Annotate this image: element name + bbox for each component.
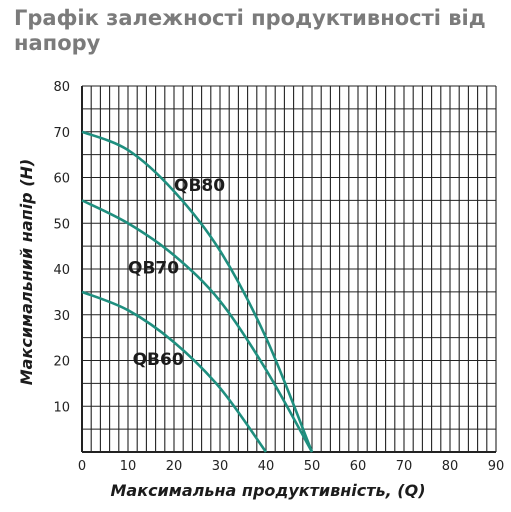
x-tick-label: 0	[78, 459, 86, 474]
x-tick-label: 90	[488, 459, 505, 474]
y-tick-label: 80	[53, 80, 70, 95]
x-tick-label: 70	[396, 459, 413, 474]
series-line-qb60	[81, 290, 268, 453]
x-tick-label: 50	[304, 459, 321, 474]
x-axis-label: Максимальна продуктивність, (Q)	[110, 481, 425, 500]
x-axis-ticks: 0 10 20 30 40 50 60 70 80 90	[78, 459, 504, 474]
chart-title: Графік залежності продуктивності від нап…	[14, 6, 486, 55]
x-tick-label: 30	[212, 459, 229, 474]
series-line-qb80	[81, 130, 314, 453]
y-axis-label: Максимальний напір (H)	[17, 159, 36, 385]
x-tick-label: 40	[258, 459, 275, 474]
series-label-qb80: QB80	[174, 176, 225, 196]
x-tick-label: 80	[442, 459, 459, 474]
y-tick-label: 40	[53, 263, 70, 278]
y-axis-ticks: 10 20 30 40 50 60 70 80	[53, 80, 70, 415]
chart-grid	[81, 85, 497, 453]
y-tick-label: 70	[53, 126, 70, 141]
series-label-qb70: QB70	[128, 259, 179, 279]
y-tick-label: 60	[53, 172, 70, 187]
x-tick-label: 60	[350, 459, 367, 474]
x-tick-label: 10	[120, 459, 137, 474]
y-tick-label: 30	[53, 309, 70, 324]
y-tick-label: 20	[53, 355, 70, 370]
y-tick-label: 10	[53, 400, 70, 415]
series-label-qb60: QB60	[133, 350, 184, 370]
series-labels: QB80 QB70 QB60	[128, 176, 225, 370]
series-lines	[81, 130, 314, 453]
series-line-qb70	[81, 199, 314, 453]
y-tick-label: 50	[53, 217, 70, 232]
x-tick-label: 20	[166, 459, 183, 474]
